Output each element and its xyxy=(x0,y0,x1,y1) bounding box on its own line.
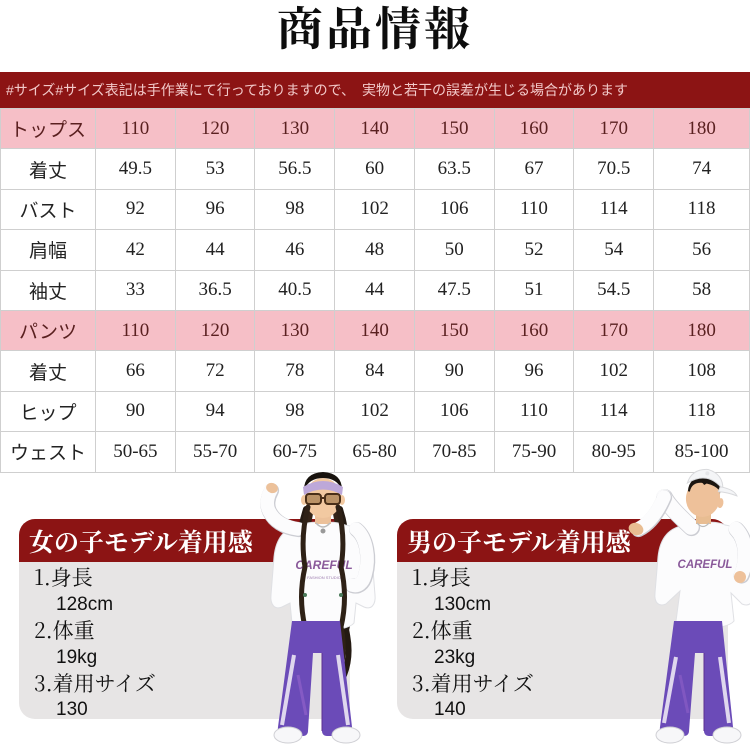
svg-text:FASHION STUDIO: FASHION STUDIO xyxy=(307,575,341,580)
svg-text:CAREFUL: CAREFUL xyxy=(678,559,733,571)
